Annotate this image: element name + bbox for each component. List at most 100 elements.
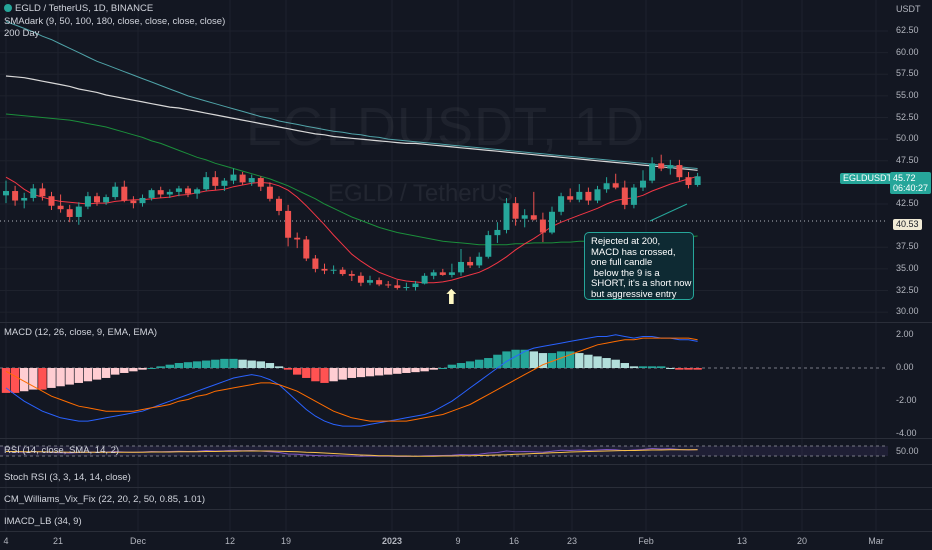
imacd-legend[interactable]: IMACD_LB (34, 9) bbox=[4, 516, 82, 527]
macd-histogram-bar bbox=[65, 368, 74, 385]
macd-histogram-bar bbox=[384, 368, 393, 375]
vix-fix-legend[interactable]: CM_Williams_Vix_Fix (22, 20, 2, 50, 0.85… bbox=[4, 494, 205, 505]
time-axis-label: Mar bbox=[868, 536, 884, 546]
candle-body bbox=[558, 196, 565, 212]
price-axis-unit: USDT bbox=[896, 4, 921, 14]
candle-body bbox=[385, 284, 392, 286]
candle-body bbox=[658, 163, 665, 169]
candle-body bbox=[257, 178, 264, 187]
macd-histogram-bar bbox=[38, 368, 47, 390]
note-line: one full candle bbox=[591, 257, 653, 269]
candle-body bbox=[476, 256, 483, 266]
macd-histogram-bar bbox=[92, 368, 102, 380]
macd-histogram-bar bbox=[511, 349, 520, 368]
macd-histogram-bar bbox=[20, 368, 29, 392]
candle-body bbox=[685, 177, 692, 185]
candle-body bbox=[667, 165, 674, 169]
macd-histogram-bar bbox=[575, 353, 584, 368]
candle-body bbox=[121, 186, 128, 201]
price-axis-tick: 50.00 bbox=[896, 133, 919, 144]
price-axis-tick: 37.50 bbox=[896, 241, 919, 252]
macd-histogram-bar bbox=[484, 358, 493, 368]
macd-histogram-bar bbox=[83, 368, 93, 382]
candle-body bbox=[394, 285, 401, 288]
candle-body bbox=[321, 268, 328, 271]
macd-histogram-bar bbox=[611, 359, 620, 368]
time-axis-label: Dec bbox=[129, 536, 147, 546]
candle-body bbox=[621, 187, 628, 205]
candle-body bbox=[66, 209, 73, 217]
macd-histogram-bar bbox=[283, 368, 293, 370]
current-price-tag: 45.72 06:40:27 bbox=[890, 172, 932, 194]
up-arrow-icon[interactable]: ⬆ bbox=[443, 287, 460, 309]
candle-body bbox=[148, 190, 155, 198]
note-line: below the 9 is a bbox=[591, 267, 660, 279]
macd-histogram-bar bbox=[493, 354, 502, 368]
stoch-rsi-legend[interactable]: Stoch RSI (3, 3, 14, 14, close) bbox=[4, 472, 131, 483]
candle-body bbox=[157, 190, 164, 195]
watermark-symbol: EGLDUSDT, 1D bbox=[246, 97, 646, 157]
macd-histogram-bar bbox=[420, 368, 429, 372]
pane-divider[interactable] bbox=[0, 322, 932, 323]
macd-histogram-bar bbox=[311, 368, 320, 382]
sma50-line bbox=[5, 113, 698, 246]
time-axis-label: 16 bbox=[508, 536, 520, 546]
price-axis-tick: 35.00 bbox=[896, 262, 919, 273]
macd-histogram-bar bbox=[74, 368, 83, 383]
symbol-legend[interactable]: EGLD / TetherUS, 1D, BINANCE bbox=[15, 3, 154, 14]
candle-body bbox=[539, 219, 546, 233]
macd-histogram-bar bbox=[347, 368, 356, 378]
macd-histogram-bar bbox=[447, 364, 457, 368]
candle-body bbox=[430, 272, 437, 276]
candle-body bbox=[139, 197, 146, 204]
macd-histogram-bar bbox=[566, 351, 575, 368]
trade-note-callout[interactable]: Rejected at 200, MACD has crossed, one f… bbox=[584, 232, 694, 300]
price-axis-tick: 55.00 bbox=[896, 89, 919, 100]
pane-divider[interactable] bbox=[0, 487, 932, 488]
candle-body bbox=[603, 183, 610, 190]
pane-divider[interactable] bbox=[0, 531, 932, 532]
time-axis-label: 12 bbox=[224, 536, 236, 546]
macd-legend[interactable]: MACD (12, 26, close, 9, EMA, EMA) bbox=[4, 327, 158, 338]
time-axis-label: Feb bbox=[638, 536, 654, 546]
candle-body bbox=[521, 215, 528, 219]
macd-histogram-bar bbox=[1, 368, 11, 393]
candle-body bbox=[594, 189, 601, 201]
macd-histogram-bar bbox=[693, 368, 702, 370]
grid-lines bbox=[0, 0, 888, 531]
macd-axis-tick: -4.00 bbox=[896, 428, 917, 439]
macd-histogram-bar bbox=[402, 368, 411, 373]
candle-body bbox=[30, 188, 37, 198]
macd-histogram-bar bbox=[620, 363, 629, 368]
pane-divider[interactable] bbox=[0, 509, 932, 510]
macd-histogram-bar bbox=[356, 368, 366, 378]
macd-histogram-bar bbox=[411, 368, 420, 373]
macd-histogram-bar bbox=[374, 368, 384, 376]
time-axis-label: 23 bbox=[566, 536, 578, 546]
macd-histogram-bar bbox=[629, 366, 639, 368]
day200-legend[interactable]: 200 Day bbox=[4, 28, 40, 39]
macd-histogram-bar bbox=[556, 351, 566, 368]
macd-histogram-bar bbox=[320, 368, 329, 383]
macd-signal-line bbox=[5, 337, 698, 422]
level-price-tag: 40.53 bbox=[893, 219, 922, 230]
macd-histogram-bar bbox=[265, 363, 275, 368]
price-axis-tick: 30.00 bbox=[896, 306, 919, 317]
rsi-legend[interactable]: RSI (14, close, SMA, 14, 2) bbox=[4, 445, 120, 456]
candle-body bbox=[203, 177, 210, 190]
macd-histogram-bar bbox=[229, 358, 238, 368]
pane-divider[interactable] bbox=[0, 438, 932, 439]
pane-divider[interactable] bbox=[0, 464, 932, 465]
macd-histogram-bar bbox=[101, 368, 111, 378]
macd-axis-tick: -2.00 bbox=[896, 395, 917, 406]
candle-body bbox=[185, 188, 191, 194]
price-axis-tick: 32.50 bbox=[896, 284, 919, 295]
price-axis-tick: 60.00 bbox=[896, 46, 919, 57]
note-line: but aggressive entry bbox=[591, 288, 677, 300]
macd-histogram-bar bbox=[393, 368, 402, 374]
candle-body bbox=[230, 174, 237, 181]
sma-legend[interactable]: SMAdark (9, 50, 100, 180, close, close, … bbox=[4, 16, 226, 27]
macd-histogram-bar bbox=[647, 366, 657, 368]
macd-histogram-bar bbox=[475, 359, 484, 368]
